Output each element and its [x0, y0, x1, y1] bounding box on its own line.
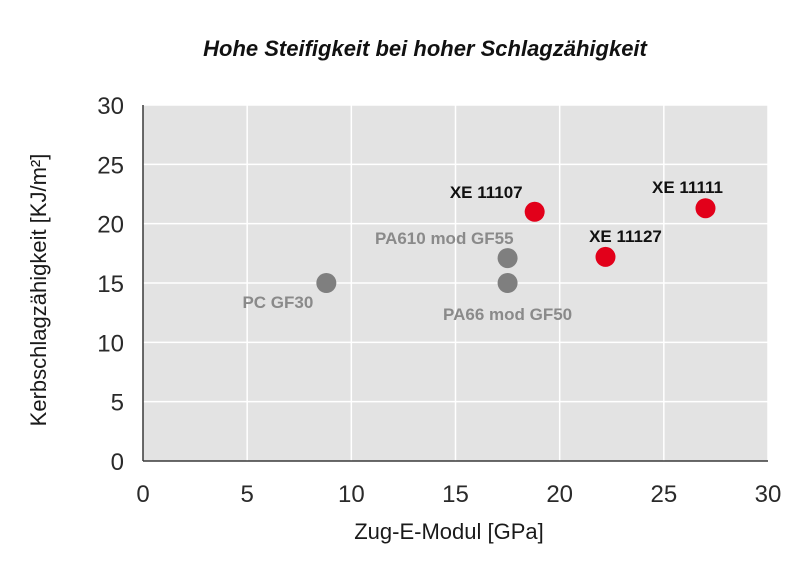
point-label: XE 11111: [652, 178, 723, 197]
point-label: XE 11107: [450, 183, 523, 202]
y-tick-label: 30: [97, 93, 124, 120]
y-tick-label: 25: [97, 152, 124, 179]
data-point-xe-11127: [595, 246, 616, 267]
y-tick-label: 5: [111, 390, 124, 417]
y-tick-label: 10: [97, 330, 124, 357]
data-point-xe-11107: [524, 201, 545, 222]
x-axis-label: Zug-E-Modul [GPa]: [354, 519, 544, 544]
data-point-pa66-mod-gf50: [497, 273, 518, 293]
grid-lines: [143, 104, 769, 461]
y-tick-label: 0: [111, 449, 124, 476]
y-tick-label: 20: [97, 212, 124, 239]
data-points: [316, 198, 716, 293]
x-tick-label: 20: [546, 481, 573, 508]
x-tick-labels: 0 5 10 15 20 25 30: [136, 481, 781, 508]
point-labels: PC GF30 PA610 mod GF55 PA66 mod GF50 XE 111…: [242, 178, 722, 324]
y-tick-labels: 0 5 10 15 20 25 30: [97, 93, 124, 476]
y-tick-label: 15: [97, 271, 124, 298]
x-tick-label: 25: [650, 481, 677, 508]
y-axis-label: Kerbschlagzähigkeit [KJ/m²]: [26, 154, 51, 427]
data-point-xe-11111: [695, 198, 716, 219]
x-tick-label: 0: [136, 481, 149, 508]
data-point-pc-gf30: [316, 273, 337, 293]
x-tick-label: 30: [755, 481, 782, 508]
point-label: XE 11127: [589, 227, 662, 246]
chart-title: Hohe Steifigkeit bei hoher Schlagzähigke…: [203, 36, 648, 61]
point-label: PA610 mod GF55: [375, 229, 514, 248]
x-tick-label: 10: [338, 481, 365, 508]
point-label: PA66 mod GF50: [443, 305, 572, 324]
x-tick-label: 5: [240, 481, 253, 508]
x-tick-label: 15: [442, 481, 469, 508]
point-label: PC GF30: [242, 293, 313, 312]
data-point-pa610-mod-gf55: [497, 248, 518, 269]
